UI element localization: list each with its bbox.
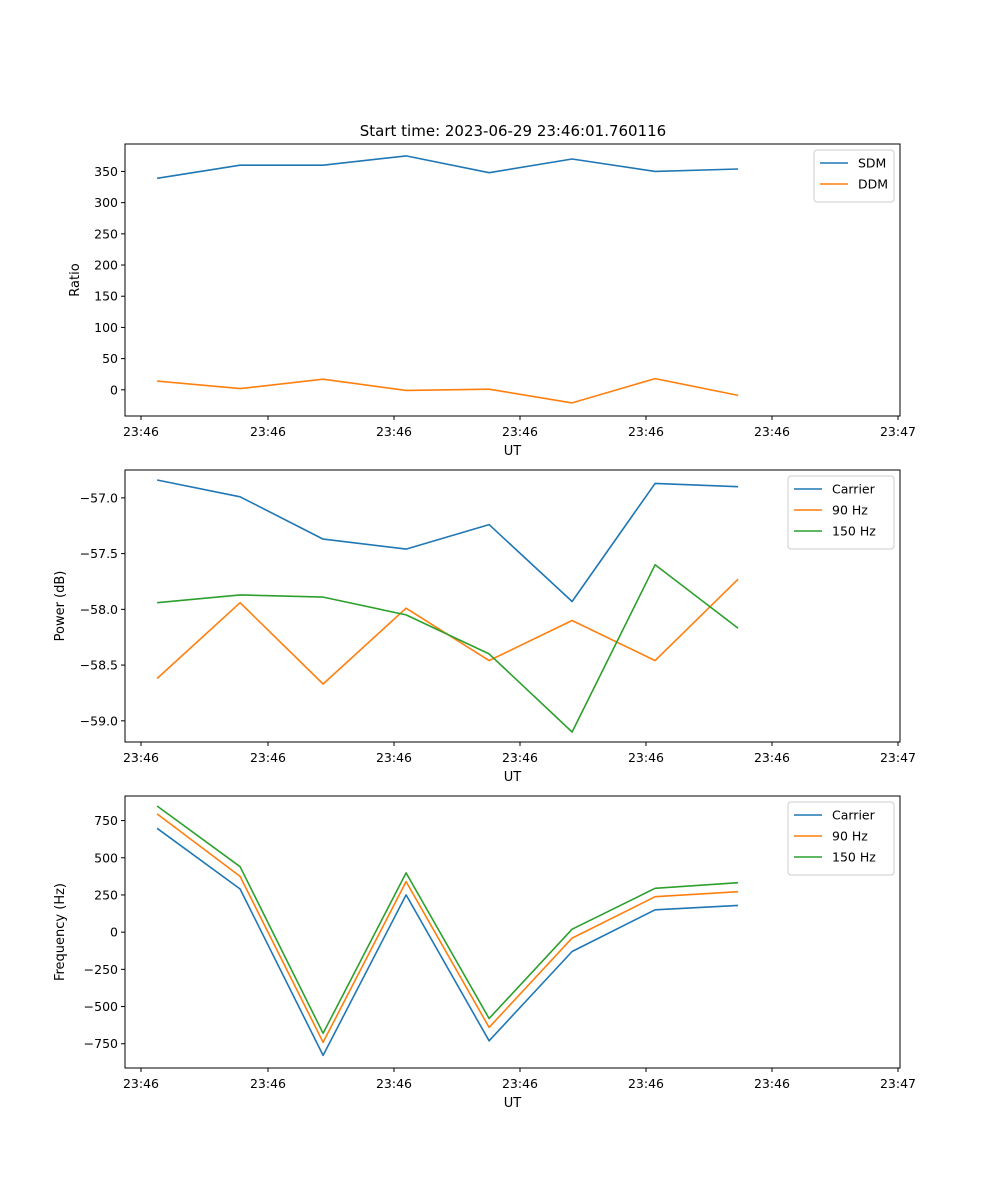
x-tick-label: 23:46	[502, 750, 538, 765]
x-tick-label: 23:46	[628, 1076, 664, 1091]
y-tick-label: 50	[102, 351, 118, 366]
y-axis-label: Ratio	[68, 263, 83, 296]
x-tick-label: 23:47	[880, 1076, 916, 1091]
series-line-150-hz	[157, 563, 739, 733]
series-line-ddm	[157, 377, 739, 404]
y-tick-label: −58.5	[80, 658, 118, 673]
series-line-carrier	[156, 827, 739, 1057]
y-tick-label: 0	[110, 925, 118, 940]
y-tick-label: 200	[94, 258, 118, 273]
legend: Carrier 90 Hz 150 Hz	[787, 475, 895, 550]
chart-panel-3: −750 −500 −250 0 250 500 750 23:46 23:46 23:46 23:…	[53, 795, 916, 1111]
x-tick-label: 23:46	[754, 750, 790, 765]
x-tick-label: 23:46	[123, 750, 159, 765]
legend-label: 90 Hz	[832, 503, 868, 518]
y-tick-label: 250	[94, 226, 118, 241]
y-axis-label: Frequency (Hz)	[53, 883, 68, 981]
x-tick-label: 23:46	[250, 424, 286, 439]
panels: 0 50 100 150 200 250 300 350 23:46 23:46 23:46 23:4…	[53, 143, 916, 1111]
x-tick-label: 23:46	[754, 424, 790, 439]
x-tick-label: 23:46	[502, 424, 538, 439]
x-tick-label: 23:46	[250, 1076, 286, 1091]
y-tick-label: 500	[94, 850, 118, 865]
y-tick-label: −57.5	[80, 546, 118, 561]
y-tick-label: 350	[94, 164, 118, 179]
y-tick-label: 150	[94, 289, 118, 304]
x-tick-label: 23:46	[123, 424, 159, 439]
chart-panel-1: 0 50 100 150 200 250 300 350 23:46 23:46 23:46 23:4…	[68, 143, 916, 459]
x-tick-label: 23:46	[123, 1076, 159, 1091]
x-tick-label: 23:46	[376, 750, 412, 765]
plot-area-frame	[124, 469, 901, 743]
y-tick-label: −250	[84, 962, 118, 977]
y-tick-label: −750	[84, 1036, 118, 1051]
x-axis-label: UT	[504, 770, 522, 785]
series-line-90-hz	[156, 813, 739, 1044]
series-line-carrier	[156, 479, 739, 603]
plot-area-frame	[124, 143, 901, 417]
x-tick-label: 23:47	[880, 750, 916, 765]
legend: SDM DDM	[813, 149, 895, 203]
series-line-150-hz	[156, 805, 739, 1035]
x-tick-label: 23:46	[376, 424, 412, 439]
legend-label: Carrier	[832, 482, 876, 497]
legend-label: 90 Hz	[832, 829, 868, 844]
x-tick-label: 23:46	[754, 1076, 790, 1091]
figure-title: Start time: 2023-06-29 23:46:01.760116	[360, 122, 666, 140]
legend-label: SDM	[858, 156, 886, 171]
x-tick-label: 23:46	[628, 424, 664, 439]
series-line-sdm	[156, 155, 739, 180]
y-tick-label: −57.0	[80, 490, 118, 505]
x-axis-label: UT	[504, 444, 522, 459]
legend-label: 150 Hz	[832, 524, 876, 539]
y-tick-label: 100	[94, 320, 118, 335]
legend-label: DDM	[858, 177, 888, 192]
legend-label: 150 Hz	[832, 850, 876, 865]
legend-label: Carrier	[832, 808, 876, 823]
x-tick-label: 23:46	[250, 750, 286, 765]
legend: Carrier 90 Hz 150 Hz	[787, 801, 895, 876]
x-axis-label: UT	[504, 1096, 522, 1111]
y-tick-label: −59.0	[80, 713, 118, 728]
y-tick-label: −500	[84, 999, 118, 1014]
y-axis-label: Power (dB)	[53, 571, 68, 642]
x-tick-label: 23:46	[502, 1076, 538, 1091]
y-tick-label: 0	[110, 382, 118, 397]
x-tick-label: 23:47	[880, 424, 916, 439]
y-tick-label: 250	[94, 887, 118, 902]
x-tick-label: 23:46	[376, 1076, 412, 1091]
chart-panel-2: −59.0 −58.5 −58.0 −57.5 −57.0 23:46 23:46 23:46…	[53, 469, 916, 785]
y-tick-label: 750	[94, 813, 118, 828]
y-tick-label: −58.0	[80, 602, 118, 617]
y-tick-label: 300	[94, 195, 118, 210]
x-tick-label: 23:46	[628, 750, 664, 765]
